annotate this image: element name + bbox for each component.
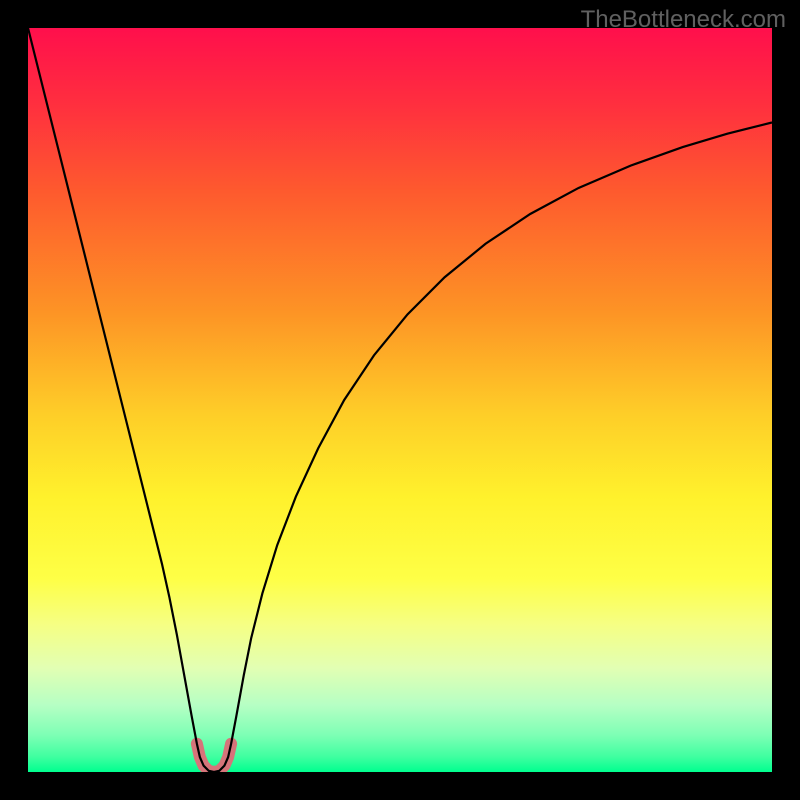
plot-area	[28, 28, 772, 772]
curve-layer	[28, 28, 772, 772]
chart-frame: TheBottleneck.com	[0, 0, 800, 800]
trough-highlight	[197, 744, 231, 772]
main-curve	[28, 28, 772, 772]
